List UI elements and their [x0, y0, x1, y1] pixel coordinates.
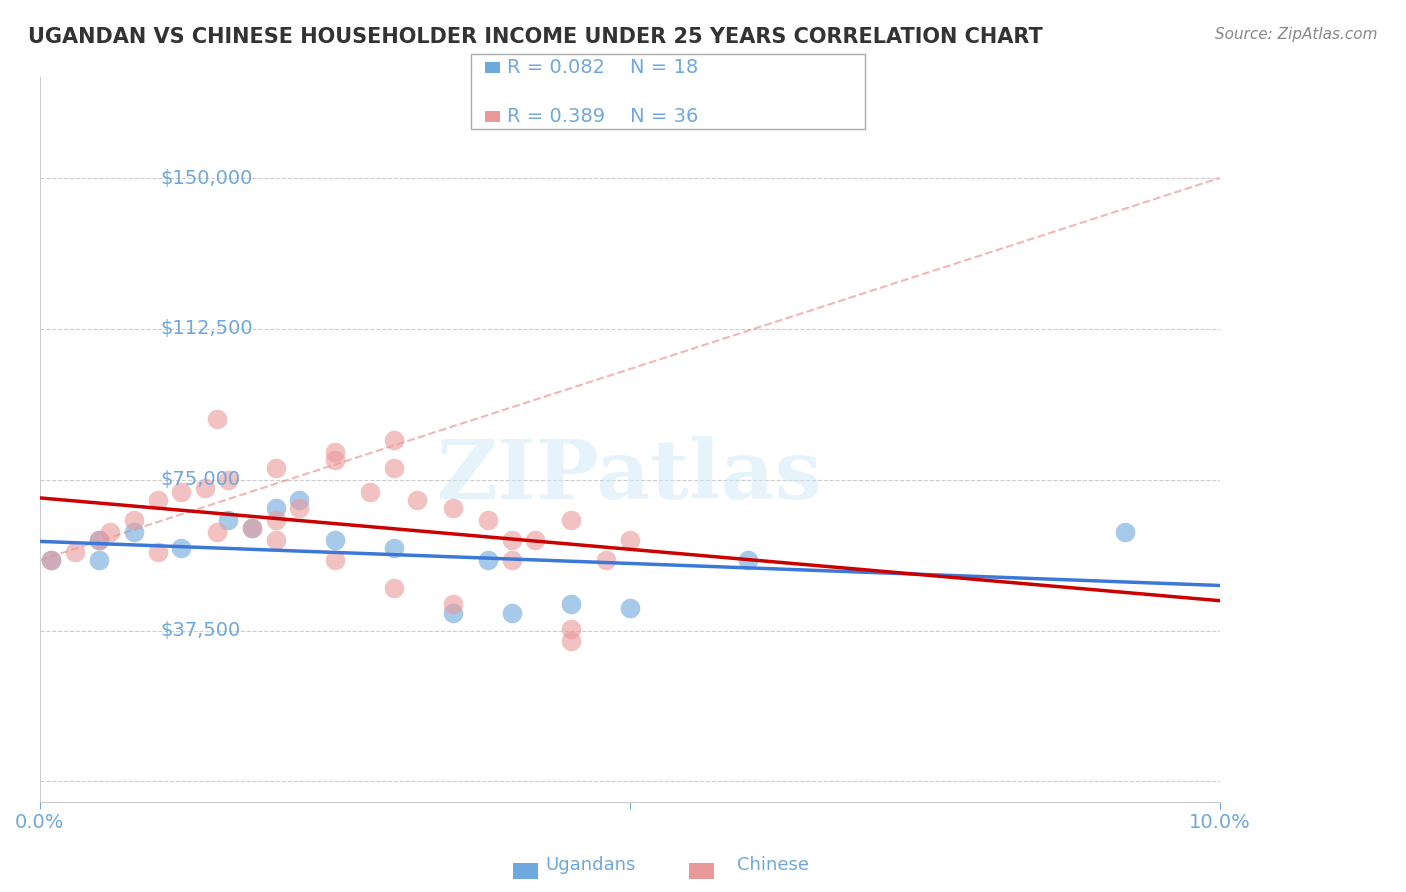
Point [619, 601, 641, 615]
Text: Ugandans: Ugandans [546, 856, 636, 874]
Point [323, 553, 346, 567]
Point [1114, 524, 1136, 539]
Point [477, 553, 499, 567]
Point [264, 513, 287, 527]
Text: $75,000: $75,000 [160, 470, 240, 489]
Point [382, 582, 405, 596]
Point [264, 500, 287, 515]
Point [87, 533, 110, 547]
Point [170, 484, 193, 499]
Point [501, 553, 523, 567]
Point [122, 513, 145, 527]
Point [524, 533, 547, 547]
Point [288, 500, 311, 515]
Point [240, 521, 263, 535]
Text: $37,500: $37,500 [160, 621, 240, 640]
Point [441, 598, 464, 612]
Point [619, 533, 641, 547]
Text: UGANDAN VS CHINESE HOUSEHOLDER INCOME UNDER 25 YEARS CORRELATION CHART: UGANDAN VS CHINESE HOUSEHOLDER INCOME UN… [28, 27, 1043, 46]
Point [205, 412, 228, 426]
Text: R = 0.082    N = 18: R = 0.082 N = 18 [508, 58, 699, 77]
Point [146, 492, 169, 507]
Point [560, 633, 582, 648]
Point [170, 541, 193, 556]
Point [87, 533, 110, 547]
Point [441, 606, 464, 620]
Point [477, 513, 499, 527]
Point [323, 533, 346, 547]
Point [441, 500, 464, 515]
Point [217, 473, 239, 487]
Point [194, 481, 217, 495]
Point [122, 524, 145, 539]
Point [87, 553, 110, 567]
Text: Chinese: Chinese [737, 856, 810, 874]
Point [205, 524, 228, 539]
Point [406, 492, 429, 507]
Text: $112,500: $112,500 [160, 319, 253, 338]
Point [323, 452, 346, 467]
Point [595, 553, 617, 567]
Point [146, 545, 169, 559]
Point [288, 492, 311, 507]
Point [382, 460, 405, 475]
Text: Source: ZipAtlas.com: Source: ZipAtlas.com [1215, 27, 1378, 42]
Point [100, 524, 122, 539]
Point [41, 553, 63, 567]
Text: $150,000: $150,000 [160, 169, 253, 187]
Point [323, 444, 346, 458]
Text: ZIPatlas: ZIPatlas [437, 435, 823, 516]
Point [560, 622, 582, 636]
Point [240, 521, 263, 535]
Point [560, 598, 582, 612]
Point [737, 553, 759, 567]
Point [264, 460, 287, 475]
Point [359, 484, 381, 499]
Point [501, 533, 523, 547]
Point [264, 533, 287, 547]
Point [41, 553, 63, 567]
Point [217, 513, 239, 527]
Text: R = 0.389    N = 36: R = 0.389 N = 36 [508, 107, 699, 126]
Point [501, 606, 523, 620]
Point [560, 513, 582, 527]
Point [382, 541, 405, 556]
Point [382, 433, 405, 447]
Point [63, 545, 86, 559]
